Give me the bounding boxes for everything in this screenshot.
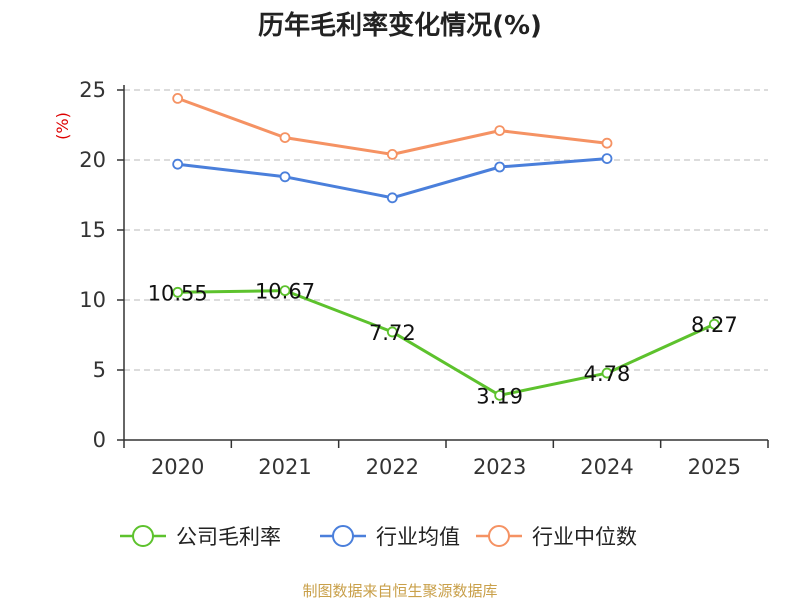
data-label: 7.72 xyxy=(369,321,416,345)
data-point xyxy=(601,153,613,165)
y-tick-label: 5 xyxy=(93,358,106,382)
y-tick-label: 20 xyxy=(79,148,106,172)
x-tick-label: 2025 xyxy=(688,455,741,479)
data-point xyxy=(494,161,506,173)
x-tick-label: 2020 xyxy=(151,455,204,479)
data-point xyxy=(494,389,506,401)
data-label: 4.78 xyxy=(584,362,631,386)
grid-lines xyxy=(124,89,768,371)
legend-item[interactable]: 行业中位数 xyxy=(476,525,637,549)
data-point xyxy=(601,137,613,149)
x-tick-label: 2022 xyxy=(366,455,419,479)
series-line xyxy=(177,157,608,200)
x-tick-label: 2024 xyxy=(580,455,633,479)
legend-marker xyxy=(332,525,354,547)
data-label: 10.55 xyxy=(148,281,208,305)
y-tick-label: 25 xyxy=(79,78,106,102)
legend-item[interactable]: 公司毛利率 xyxy=(120,525,281,549)
y-tick-label: 10 xyxy=(79,288,106,312)
data-point xyxy=(172,286,184,298)
data-label: 3.19 xyxy=(476,384,523,408)
y-tick-label: 0 xyxy=(93,428,106,452)
data-point xyxy=(601,367,613,379)
series-lines xyxy=(172,93,720,401)
source-note: 制图数据来自恒生聚源数据库 xyxy=(302,582,497,600)
y-axis-unit-label: (%) xyxy=(53,112,72,140)
data-point xyxy=(172,158,184,170)
data-point xyxy=(279,132,291,144)
data-point xyxy=(494,125,506,137)
legend-label: 公司毛利率 xyxy=(176,525,281,549)
data-label: 10.67 xyxy=(255,280,315,304)
legend-item[interactable]: 行业均值 xyxy=(320,525,460,549)
data-label: 8.27 xyxy=(691,313,738,337)
data-point xyxy=(386,326,398,338)
series-line xyxy=(177,96,608,156)
data-point xyxy=(386,192,398,204)
x-tick-label: 2023 xyxy=(473,455,526,479)
legend-marker xyxy=(132,525,154,547)
legend[interactable]: 公司毛利率 行业均值 行业中位数 xyxy=(120,525,637,549)
data-point xyxy=(172,93,184,104)
chart-title: 历年毛利率变化情况(%) xyxy=(258,10,542,41)
data-point xyxy=(279,171,291,183)
y-tick-label: 15 xyxy=(79,218,106,242)
legend-label: 行业均值 xyxy=(376,525,460,549)
legend-label: 行业中位数 xyxy=(532,525,637,549)
data-labels: 10.55 10.67 7.72 3.19 4.78 8.27 xyxy=(148,280,738,409)
data-point xyxy=(279,285,291,297)
series-line xyxy=(177,289,715,397)
data-point xyxy=(708,318,720,330)
legend-marker xyxy=(488,525,510,547)
data-point xyxy=(386,148,398,160)
x-tick-label: 2021 xyxy=(258,455,311,479)
